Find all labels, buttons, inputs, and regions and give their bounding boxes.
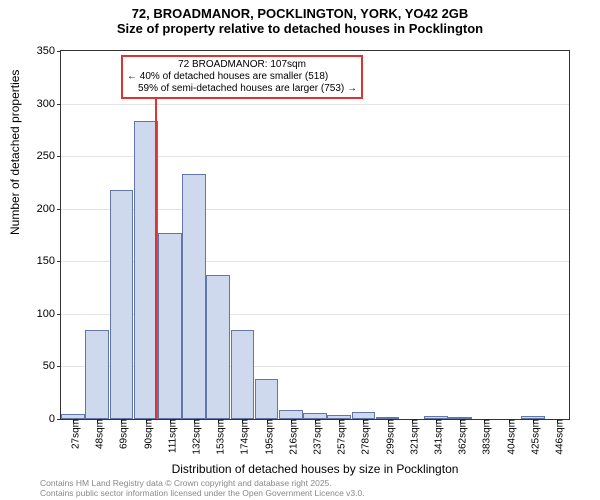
y-tick-label: 250 bbox=[37, 150, 61, 162]
histogram-bar bbox=[352, 412, 376, 419]
chart-container: 72, BROADMANOR, POCKLINGTON, YORK, YO42 … bbox=[0, 0, 600, 500]
y-tick-label: 100 bbox=[37, 308, 61, 320]
histogram-bar bbox=[85, 330, 109, 419]
x-tick-label: 48sqm bbox=[89, 419, 106, 449]
annotation-line3: 59% of semi-detached houses are larger (… bbox=[127, 83, 357, 95]
x-tick-label: 111sqm bbox=[161, 419, 178, 453]
y-tick-label: 0 bbox=[49, 413, 61, 425]
chart-title-sub: Size of property relative to detached ho… bbox=[0, 21, 600, 36]
histogram-bar bbox=[182, 174, 206, 419]
x-tick-label: 321sqm bbox=[403, 419, 420, 455]
chart-footer: Contains HM Land Registry data © Crown c… bbox=[40, 478, 580, 498]
x-tick-label: 27sqm bbox=[65, 419, 82, 449]
grid-line bbox=[61, 104, 569, 105]
y-tick-label: 50 bbox=[43, 360, 61, 372]
x-tick-label: 299sqm bbox=[379, 419, 396, 455]
x-tick-label: 132sqm bbox=[186, 419, 203, 455]
x-tick-label: 341sqm bbox=[427, 419, 444, 455]
x-tick-label: 237sqm bbox=[307, 419, 324, 455]
footer-line2: Contains public sector information licen… bbox=[40, 488, 580, 498]
x-tick-label: 90sqm bbox=[137, 419, 154, 449]
x-tick-label: 404sqm bbox=[500, 419, 517, 455]
x-tick-label: 174sqm bbox=[234, 419, 251, 455]
histogram-bar bbox=[134, 121, 158, 419]
x-tick-label: 195sqm bbox=[258, 419, 275, 455]
histogram-bar bbox=[206, 275, 230, 419]
x-tick-label: 69sqm bbox=[113, 419, 130, 449]
histogram-bar bbox=[158, 233, 182, 419]
y-tick-label: 350 bbox=[37, 45, 61, 57]
x-tick-label: 216sqm bbox=[282, 419, 299, 455]
y-tick-label: 300 bbox=[37, 98, 61, 110]
x-tick-label: 383sqm bbox=[476, 419, 493, 455]
chart-title-main: 72, BROADMANOR, POCKLINGTON, YORK, YO42 … bbox=[0, 0, 600, 21]
annotation-line2: ← 40% of detached houses are smaller (51… bbox=[127, 71, 357, 83]
annotation-box: 72 BROADMANOR: 107sqm← 40% of detached h… bbox=[121, 55, 363, 99]
x-axis-label: Distribution of detached houses by size … bbox=[60, 462, 570, 476]
x-tick-label: 362sqm bbox=[452, 419, 469, 455]
x-tick-label: 446sqm bbox=[548, 419, 565, 455]
plot-area: 05010015020025030035027sqm48sqm69sqm90sq… bbox=[60, 50, 570, 420]
histogram-bar bbox=[231, 330, 255, 419]
x-tick-label: 257sqm bbox=[331, 419, 348, 455]
x-tick-label: 153sqm bbox=[210, 419, 227, 455]
y-tick-label: 200 bbox=[37, 203, 61, 215]
footer-line1: Contains HM Land Registry data © Crown c… bbox=[40, 478, 580, 488]
histogram-bar bbox=[279, 410, 303, 419]
marker-line bbox=[155, 89, 157, 419]
y-tick-label: 150 bbox=[37, 255, 61, 267]
y-axis-label: Number of detached properties bbox=[8, 70, 22, 235]
annotation-line1: 72 BROADMANOR: 107sqm bbox=[127, 59, 357, 71]
histogram-bar bbox=[110, 190, 134, 419]
x-tick-label: 278sqm bbox=[355, 419, 372, 455]
histogram-bar bbox=[255, 379, 279, 419]
x-tick-label: 425sqm bbox=[524, 419, 541, 455]
